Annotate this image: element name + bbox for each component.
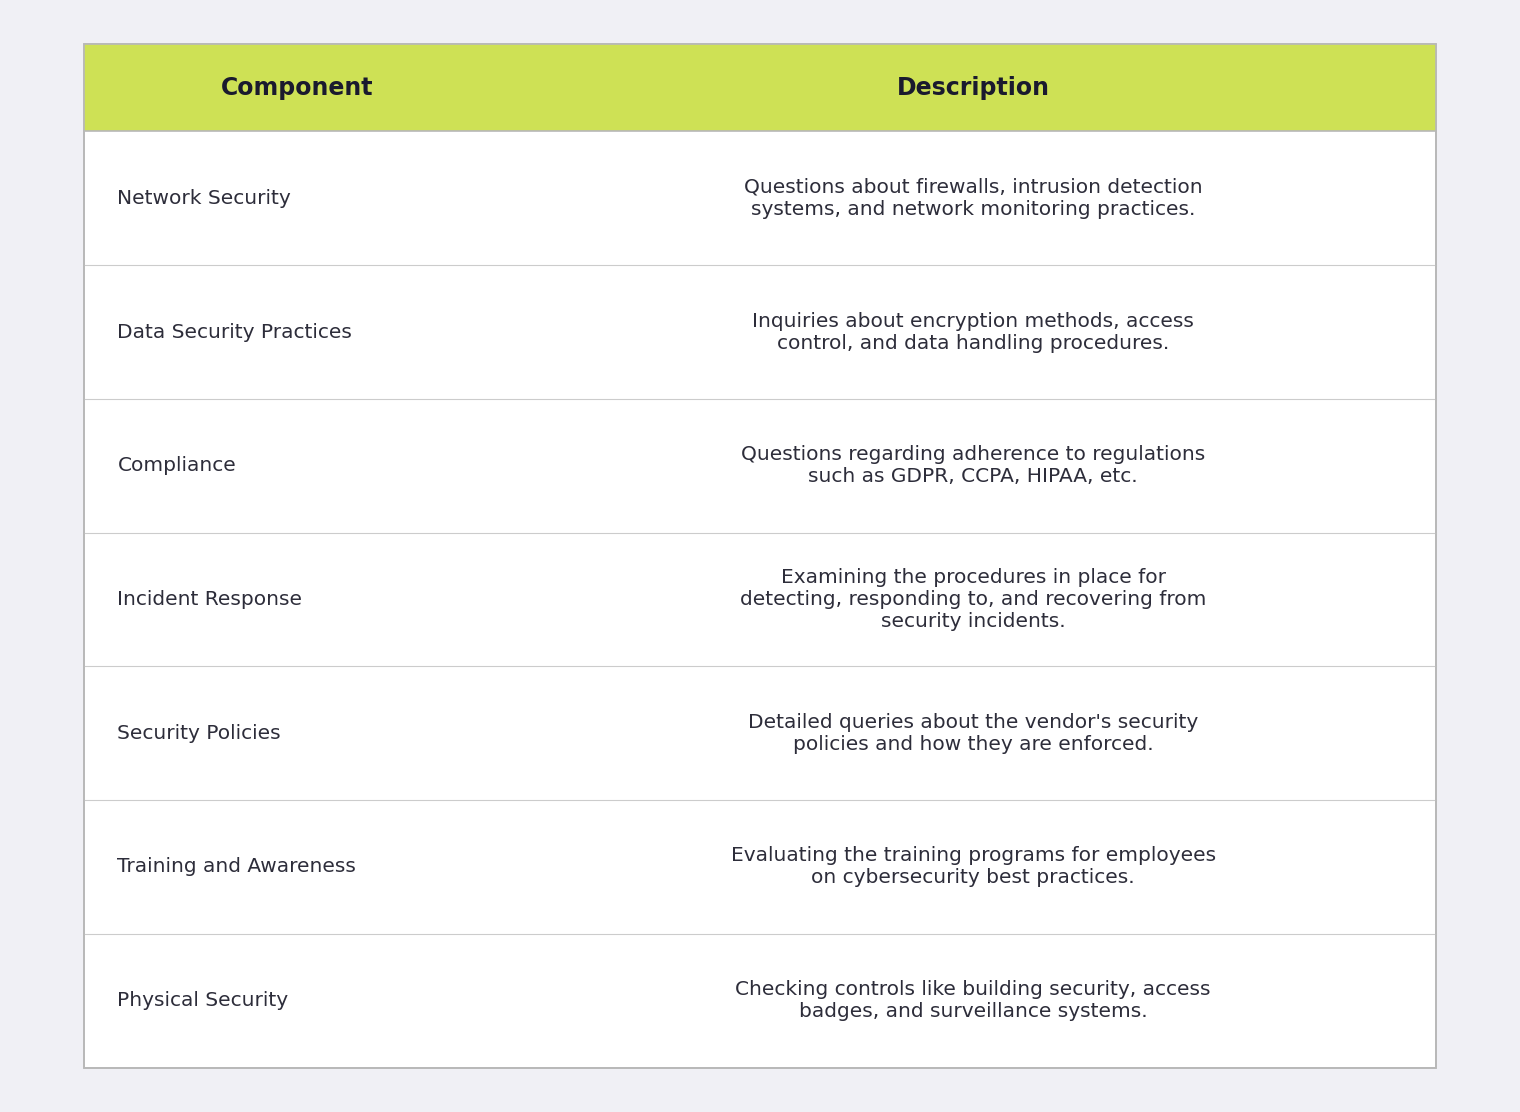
Text: Description: Description bbox=[897, 76, 1050, 100]
Text: Questions about firewalls, intrusion detection
systems, and network monitoring p: Questions about firewalls, intrusion det… bbox=[743, 178, 1202, 219]
Text: Examining the procedures in place for
detecting, responding to, and recovering f: Examining the procedures in place for de… bbox=[740, 568, 1207, 631]
Text: Questions regarding adherence to regulations
such as GDPR, CCPA, HIPAA, etc.: Questions regarding adherence to regulat… bbox=[740, 445, 1205, 486]
Text: Data Security Practices: Data Security Practices bbox=[117, 322, 353, 341]
Text: Security Policies: Security Policies bbox=[117, 724, 281, 743]
Text: Evaluating the training programs for employees
on cybersecurity best practices.: Evaluating the training programs for emp… bbox=[731, 846, 1216, 887]
Text: Network Security: Network Security bbox=[117, 189, 292, 208]
Text: Component: Component bbox=[220, 76, 372, 100]
Text: Inquiries about encryption methods, access
control, and data handling procedures: Inquiries about encryption methods, acce… bbox=[752, 311, 1195, 353]
Bar bbox=[84, 44, 1436, 1068]
Text: Checking controls like building security, access
badges, and surveillance system: Checking controls like building security… bbox=[736, 980, 1211, 1021]
Text: Training and Awareness: Training and Awareness bbox=[117, 857, 356, 876]
Text: Detailed queries about the vendor's security
policies and how they are enforced.: Detailed queries about the vendor's secu… bbox=[748, 713, 1198, 754]
Text: Incident Response: Incident Response bbox=[117, 590, 302, 609]
Bar bbox=[84, 44, 1436, 1068]
Bar bbox=[84, 44, 1436, 131]
Text: Compliance: Compliance bbox=[117, 456, 236, 475]
Text: Physical Security: Physical Security bbox=[117, 991, 289, 1010]
